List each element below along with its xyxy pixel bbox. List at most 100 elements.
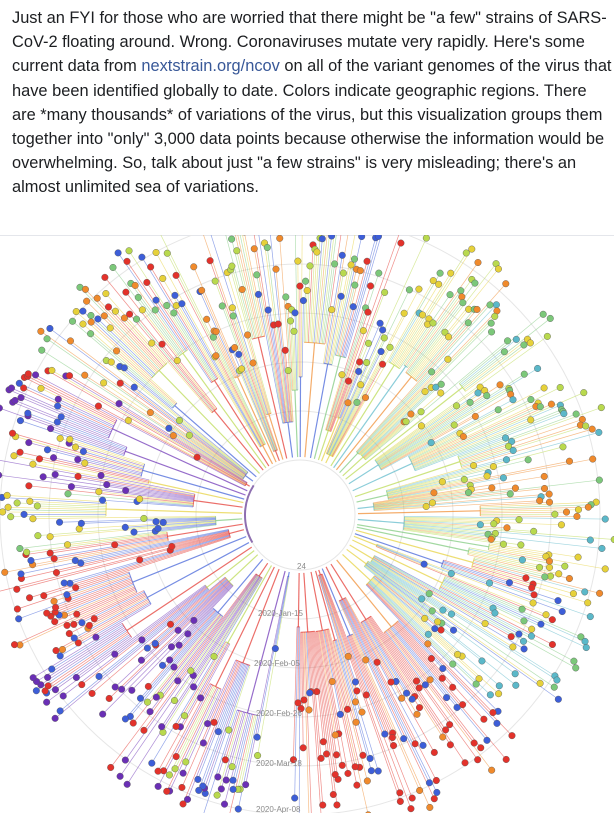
tip [253, 733, 261, 741]
branch [376, 543, 534, 604]
tip [508, 437, 516, 445]
branch [387, 481, 443, 495]
tip [530, 591, 538, 599]
branch [82, 323, 176, 406]
branch [81, 587, 208, 685]
tip [388, 734, 396, 742]
branch [329, 235, 356, 365]
branch [54, 576, 226, 719]
tip [297, 705, 305, 713]
branch [413, 404, 561, 468]
tip [140, 726, 148, 734]
branch [330, 364, 395, 467]
branch [468, 552, 559, 575]
branch [472, 562, 526, 579]
tip [424, 630, 432, 638]
tip [47, 425, 55, 433]
branch [372, 558, 430, 594]
tip [421, 681, 429, 689]
tip [351, 678, 359, 686]
branch [139, 534, 230, 561]
branch [443, 579, 542, 625]
tip [555, 570, 563, 578]
tip [367, 282, 375, 290]
branch [338, 343, 369, 418]
branch [47, 449, 142, 475]
tip [71, 443, 79, 451]
tip [289, 756, 297, 764]
branch [46, 338, 245, 477]
branch [460, 424, 581, 464]
tip [444, 355, 452, 363]
tip [72, 584, 80, 592]
branch [245, 576, 289, 785]
tip [163, 787, 171, 795]
branch [182, 689, 222, 774]
tip [159, 274, 167, 282]
tip [512, 335, 520, 343]
branch [320, 417, 340, 462]
branch [68, 575, 131, 599]
tip [299, 744, 307, 752]
tip [56, 434, 64, 442]
tip [103, 481, 111, 489]
branch [173, 612, 219, 668]
tip [57, 413, 65, 421]
branch [336, 639, 356, 703]
branch [367, 560, 555, 688]
branch [371, 579, 499, 694]
branch [372, 558, 525, 650]
tip [74, 639, 82, 647]
phylogeny-image: 24 2020-Jan-15 2020-Feb-05 2020-Feb-26 2020-… [0, 235, 614, 813]
branch [366, 584, 513, 736]
tip [163, 249, 171, 257]
tip [396, 789, 404, 797]
tip [229, 776, 237, 784]
branch [389, 628, 431, 680]
branch [376, 405, 457, 463]
branch [331, 364, 383, 457]
tip [79, 320, 87, 328]
post-link[interactable]: nextstrain.org/ncov [141, 57, 280, 76]
tip [474, 259, 482, 267]
tip [306, 689, 314, 697]
tip [446, 721, 454, 729]
branch [369, 617, 446, 731]
branch [388, 484, 471, 500]
branch [412, 406, 541, 465]
branch [125, 450, 246, 496]
branch [112, 267, 180, 356]
branch [47, 631, 128, 687]
branch [126, 261, 188, 351]
tip [398, 694, 406, 702]
branch [390, 627, 447, 698]
branch [356, 283, 507, 452]
tip [158, 340, 166, 348]
tip [545, 498, 553, 506]
tip [303, 287, 311, 295]
branch [326, 329, 383, 455]
branch [411, 406, 537, 464]
branch [94, 592, 146, 619]
time-ring [244, 459, 356, 571]
tip [136, 495, 144, 503]
tip [187, 667, 195, 675]
tip [290, 327, 298, 335]
tip [344, 377, 352, 385]
tip [331, 731, 339, 739]
branch [231, 266, 253, 340]
tip [15, 379, 23, 387]
branch [119, 366, 249, 473]
branch [182, 661, 241, 805]
branch [441, 583, 494, 609]
tip [306, 262, 314, 270]
branch [295, 235, 299, 390]
tip [32, 371, 40, 379]
branch [110, 573, 257, 768]
branch [315, 631, 336, 775]
branch [480, 501, 597, 508]
tip [233, 247, 241, 255]
branch [312, 238, 321, 343]
branch [168, 428, 244, 479]
